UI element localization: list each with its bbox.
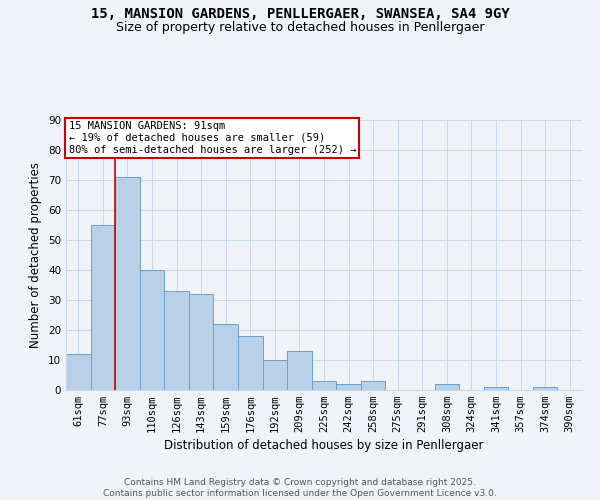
Bar bbox=[263, 360, 287, 390]
Bar bbox=[533, 387, 557, 390]
Bar bbox=[91, 225, 115, 390]
Bar bbox=[140, 270, 164, 390]
Bar bbox=[164, 291, 189, 390]
Text: 15, MANSION GARDENS, PENLLERGAER, SWANSEA, SA4 9GY: 15, MANSION GARDENS, PENLLERGAER, SWANSE… bbox=[91, 8, 509, 22]
Bar bbox=[214, 324, 238, 390]
X-axis label: Distribution of detached houses by size in Penllergaer: Distribution of detached houses by size … bbox=[164, 440, 484, 452]
Bar bbox=[434, 384, 459, 390]
Bar bbox=[484, 387, 508, 390]
Bar bbox=[312, 381, 336, 390]
Text: Contains HM Land Registry data © Crown copyright and database right 2025.
Contai: Contains HM Land Registry data © Crown c… bbox=[103, 478, 497, 498]
Bar bbox=[238, 336, 263, 390]
Bar bbox=[336, 384, 361, 390]
Text: 15 MANSION GARDENS: 91sqm
← 19% of detached houses are smaller (59)
80% of semi-: 15 MANSION GARDENS: 91sqm ← 19% of detac… bbox=[68, 122, 356, 154]
Bar bbox=[189, 294, 214, 390]
Bar bbox=[361, 381, 385, 390]
Bar bbox=[115, 177, 140, 390]
Bar bbox=[66, 354, 91, 390]
Bar bbox=[287, 351, 312, 390]
Text: Size of property relative to detached houses in Penllergaer: Size of property relative to detached ho… bbox=[116, 21, 484, 34]
Y-axis label: Number of detached properties: Number of detached properties bbox=[29, 162, 43, 348]
